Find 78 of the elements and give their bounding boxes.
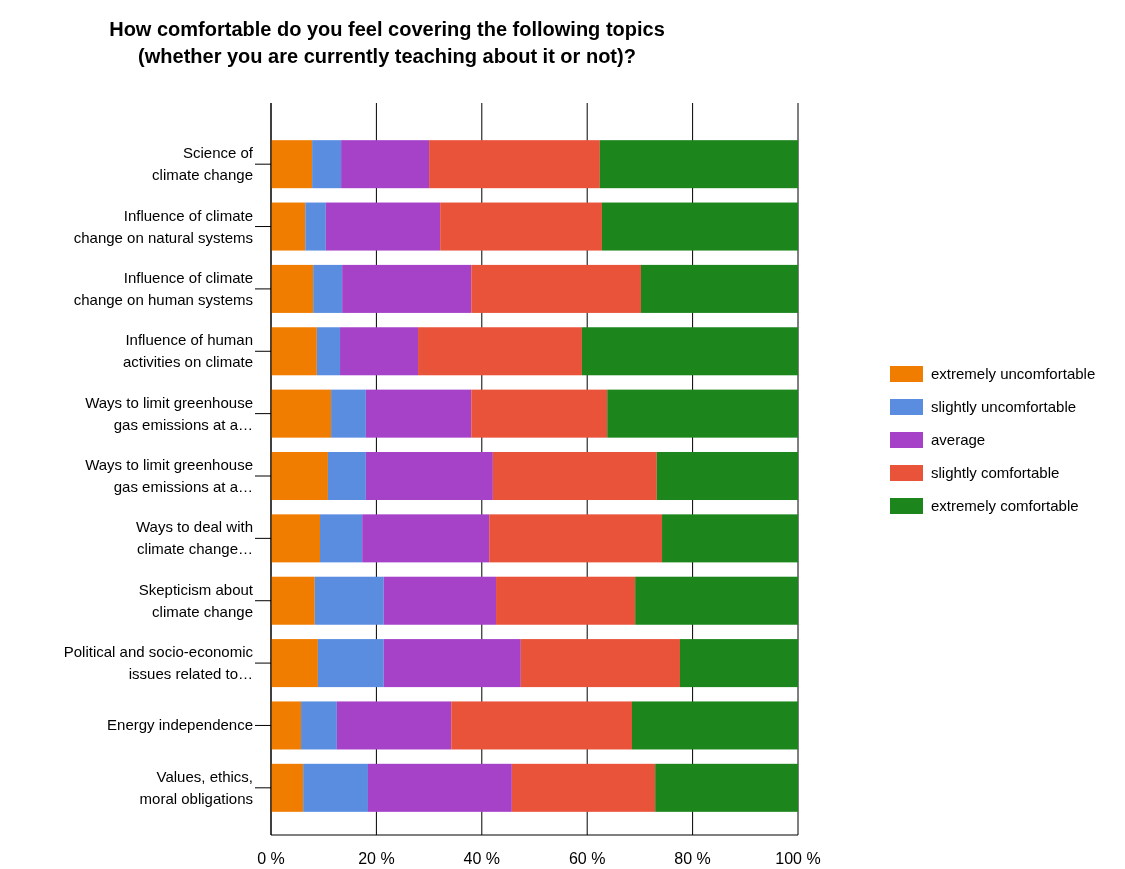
bar — [305, 202, 326, 251]
bar — [271, 389, 332, 438]
bar — [511, 763, 656, 812]
bar — [320, 514, 363, 563]
bar — [451, 701, 632, 750]
bar — [271, 327, 317, 376]
y-tick-label: Influence of climate change on natural systems — [73, 206, 253, 246]
y-tick-label: Ways to deal with climate change… — [136, 518, 253, 558]
bar — [367, 763, 512, 812]
x-tick-label: 80 % — [674, 850, 711, 867]
bar — [312, 140, 342, 189]
y-tick-label: Energy independence — [107, 716, 253, 734]
bar — [331, 389, 366, 438]
bar — [489, 514, 663, 563]
bar — [418, 327, 582, 376]
bar — [340, 327, 419, 376]
bar — [581, 327, 798, 376]
bar — [655, 763, 798, 812]
x-tick-label: 20 % — [358, 850, 395, 867]
legend-label: slightly comfortable — [931, 464, 1060, 481]
bar — [383, 576, 497, 625]
bar — [316, 327, 341, 376]
bar — [599, 140, 798, 189]
y-tick-label: Values, ethics, moral obligations — [139, 767, 253, 807]
bar — [640, 264, 798, 313]
bar — [271, 763, 304, 812]
bar — [440, 202, 602, 251]
legend-label: slightly uncomfortable — [931, 398, 1077, 415]
x-tick-label: 100 % — [775, 850, 821, 867]
bar — [271, 514, 321, 563]
y-tick-label: Skepticism about climate change — [138, 580, 254, 620]
bar — [341, 140, 430, 189]
bar — [271, 576, 315, 625]
y-tick-label: Influence of climate change on human systems — [73, 268, 253, 308]
bar — [314, 576, 384, 625]
x-tick-label: 60 % — [568, 850, 606, 867]
bar — [607, 389, 798, 438]
bar — [492, 451, 657, 501]
legend-label: extremely comfortable — [931, 497, 1079, 514]
bar — [632, 701, 798, 750]
y-tick-label: Political and socio-economic issues related to… — [63, 643, 254, 683]
bar — [656, 451, 798, 501]
bar — [327, 451, 366, 501]
y-tick-label: Ways to limit greenhouse gas emissions at a… — [85, 456, 253, 495]
bar — [271, 140, 313, 189]
bar — [362, 514, 490, 563]
bar — [303, 763, 368, 812]
bar — [662, 514, 798, 563]
bar — [325, 202, 441, 251]
legend-label: average — [931, 431, 986, 448]
y-tick-label: Science of climate change — [152, 144, 254, 184]
bar — [342, 264, 472, 313]
bar — [601, 202, 798, 251]
bar — [271, 264, 314, 313]
bar — [383, 639, 521, 688]
bar — [271, 701, 302, 750]
bar — [336, 701, 452, 750]
bar — [635, 576, 798, 625]
bar — [429, 140, 600, 189]
bar — [471, 264, 641, 313]
legend-label: extremely uncomfortable — [931, 365, 1096, 382]
bar — [679, 639, 798, 688]
bar — [313, 264, 343, 313]
bar — [271, 451, 328, 501]
bar — [365, 451, 493, 501]
bar — [271, 639, 318, 688]
x-tick-label: 40 % — [463, 850, 501, 867]
bar — [365, 389, 472, 438]
bar — [301, 701, 337, 750]
bar — [496, 576, 636, 625]
y-tick-label: Ways to limit greenhouse gas emissions at a… — [85, 393, 253, 433]
bar — [471, 389, 608, 438]
chart-title: How comfortable do you feel covering the following topics (whether you are currently teaching about it or not)? — [109, 18, 665, 67]
bar — [271, 202, 306, 251]
y-tick-label: Influence of human activities on climate — [122, 331, 253, 371]
x-tick-label: 0 % — [257, 850, 285, 867]
bar — [317, 639, 384, 688]
bar — [520, 639, 680, 688]
